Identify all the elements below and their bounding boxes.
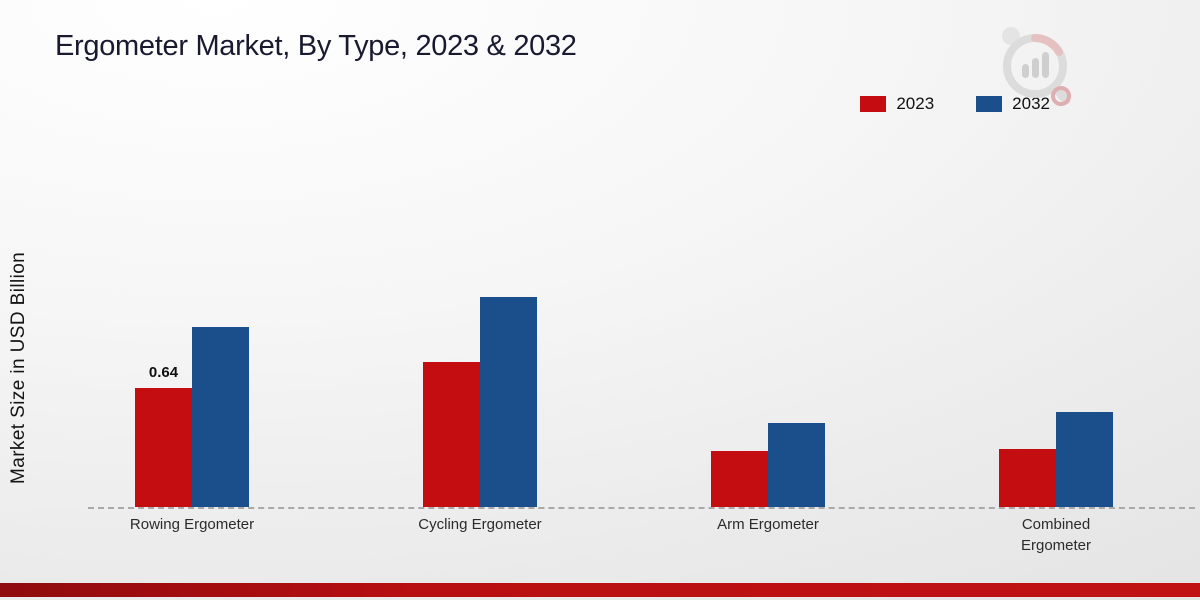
chart-title: Ergometer Market, By Type, 2023 & 2032: [55, 30, 577, 62]
bar-2032-rowing-ergometer: [192, 327, 249, 507]
category-label-cycling-ergometer: Cycling Ergometer: [418, 516, 542, 533]
footer-stripe: [0, 583, 1200, 597]
legend-item-2032: 2032: [976, 94, 1050, 114]
x-axis-line: [88, 507, 1195, 509]
legend-label: 2023: [896, 94, 935, 113]
bar-2032-cycling-ergometer: [480, 297, 537, 507]
bar-2032-arm-ergometer: [768, 423, 825, 507]
bar-value-annotation: 0.64: [148, 364, 179, 381]
legend-swatch-2032: [976, 96, 1003, 112]
bar-2023-cycling-ergometer: [423, 362, 480, 507]
category-label-arm-ergometer: Arm Ergometer: [717, 516, 819, 533]
brand-logo-icon: [1002, 27, 1071, 106]
category-label-rowing-ergometer: Rowing Ergometer: [129, 516, 255, 533]
bar-2023-rowing-ergometer: [135, 388, 192, 507]
legend-item-2023: 2023: [860, 94, 934, 114]
legend: 2023 2032: [860, 94, 1050, 114]
category-label-combined-ergometer: Combined Ergometer: [1020, 516, 1092, 554]
legend-label: 2032: [1012, 94, 1050, 113]
bar-2032-combined-ergometer: [1056, 412, 1113, 507]
bar-2023-arm-ergometer: [711, 451, 768, 507]
legend-swatch-2023: [860, 96, 887, 112]
bar-2023-combined-ergometer: [999, 449, 1056, 507]
